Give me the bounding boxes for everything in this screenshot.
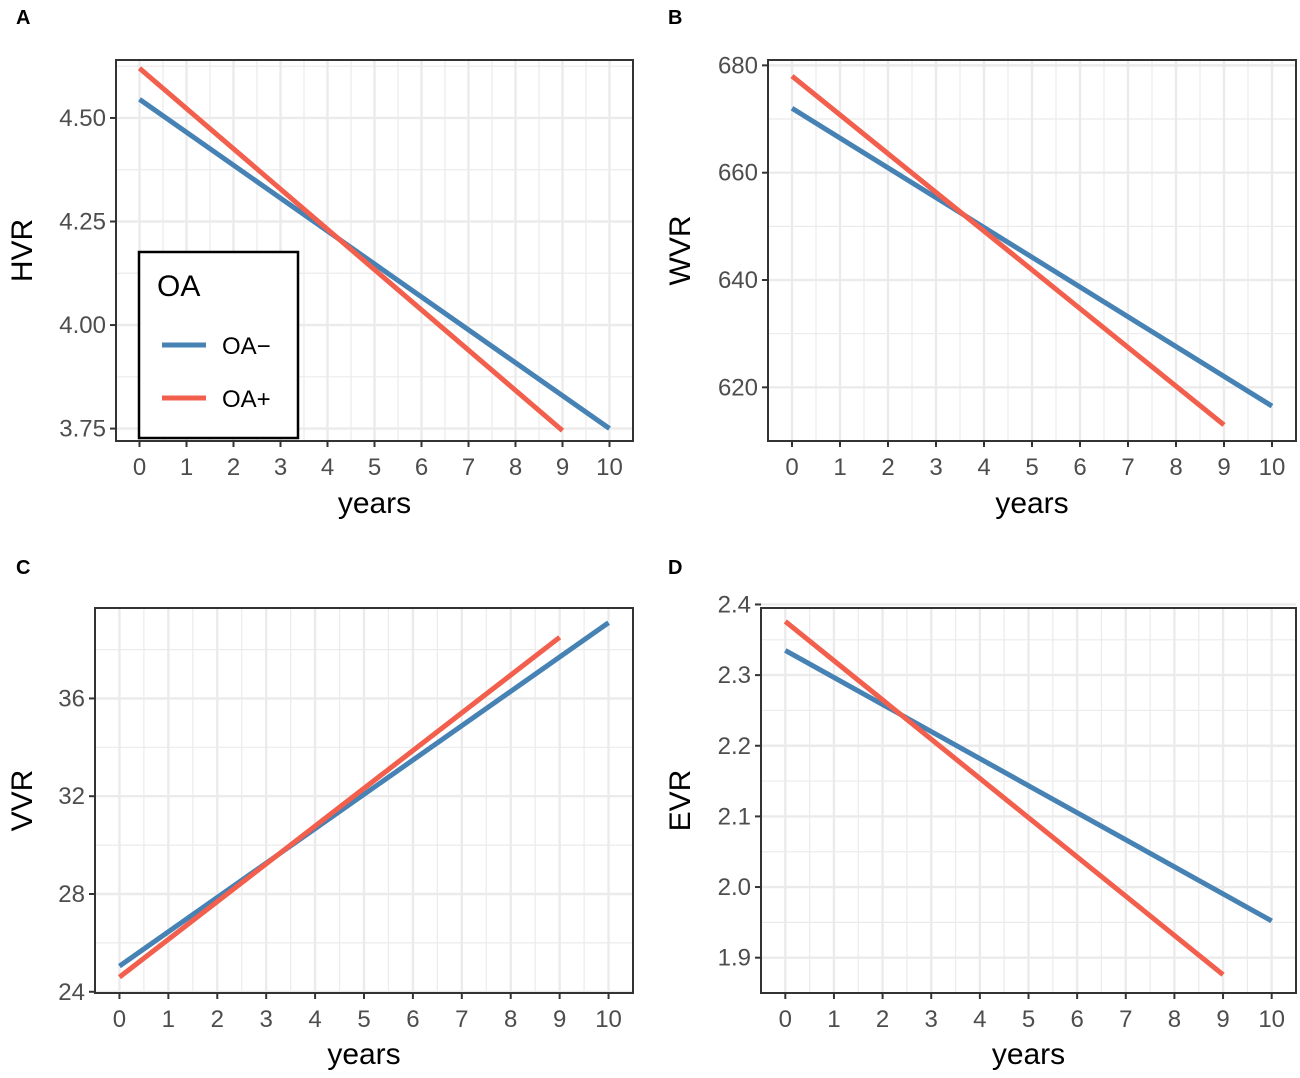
x-tick-label: 6 bbox=[415, 454, 428, 481]
x-tick-label: 9 bbox=[556, 454, 569, 481]
gridlines bbox=[116, 60, 633, 441]
y-tick-label: 1.9 bbox=[718, 945, 751, 972]
x-tick-label: 10 bbox=[595, 1006, 622, 1033]
x-tick-label: 8 bbox=[509, 454, 522, 481]
x-tick-label: 1 bbox=[180, 454, 193, 481]
panel-b: 0 1 2 3 4 5 6 7 8 9 10 620 640 660 680 years WVR B bbox=[664, 7, 1297, 520]
x-tick-label: 2 bbox=[876, 1006, 889, 1033]
y-tick-label: 660 bbox=[718, 160, 758, 187]
y-tick-label: 2.3 bbox=[718, 662, 751, 689]
x-tick-label: 9 bbox=[1216, 1006, 1229, 1033]
gridlines bbox=[761, 603, 1296, 993]
x-axis-title: years bbox=[992, 1038, 1065, 1071]
x-tick-label: 5 bbox=[368, 454, 381, 481]
x-tick-label: 3 bbox=[929, 454, 942, 481]
y-tick-label: 24 bbox=[58, 979, 85, 1006]
x-tick-label: 10 bbox=[1258, 1006, 1285, 1033]
y-tick-label: 4.00 bbox=[59, 312, 106, 339]
y-tick-label: 4.50 bbox=[59, 105, 106, 132]
x-tick-label: 4 bbox=[321, 454, 334, 481]
y-tick-label: 2.1 bbox=[718, 803, 751, 830]
x-axis-title: years bbox=[338, 487, 411, 520]
x-tick-label: 0 bbox=[779, 1006, 792, 1033]
y-tick-label: 2.4 bbox=[718, 591, 751, 618]
panel-d: 0 1 2 3 4 5 6 7 8 9 10 1.9 2.0 2.1 2.2 2.3 2.4 years EVR D bbox=[664, 557, 1297, 1071]
x-tick-label: 6 bbox=[1070, 1006, 1083, 1033]
x-tick-label: 7 bbox=[462, 454, 475, 481]
x-tick-label: 2 bbox=[881, 454, 894, 481]
x-tick-label: 5 bbox=[1025, 454, 1038, 481]
y-tick-label: 640 bbox=[718, 267, 758, 294]
y-axis-title: VVR bbox=[6, 770, 39, 832]
panel-letter: A bbox=[16, 7, 30, 29]
x-tick-label: 7 bbox=[1121, 454, 1134, 481]
y-axis-title: WVR bbox=[664, 216, 697, 286]
x-tick-label: 1 bbox=[827, 1006, 840, 1033]
panel-letter: C bbox=[16, 557, 30, 579]
legend-label-oa-minus: OA− bbox=[222, 333, 271, 360]
panel-letter: B bbox=[668, 7, 682, 29]
x-tick-label: 3 bbox=[925, 1006, 938, 1033]
series-line-oa-plus bbox=[783, 619, 1225, 977]
x-tick-label: 1 bbox=[833, 454, 846, 481]
series-line-oa-minus bbox=[118, 620, 610, 969]
x-tick-label: 5 bbox=[357, 1006, 370, 1033]
x-tick-label: 6 bbox=[406, 1006, 419, 1033]
x-tick-label: 9 bbox=[553, 1006, 566, 1033]
x-tick-label: 3 bbox=[274, 454, 287, 481]
x-tick-label: 8 bbox=[504, 1006, 517, 1033]
x-tick-label: 0 bbox=[785, 454, 798, 481]
y-tick-label: 620 bbox=[718, 374, 758, 401]
y-axis-title: EVR bbox=[664, 770, 697, 832]
series-line-oa-plus bbox=[790, 74, 1226, 427]
legend: OA OA− OA+ bbox=[137, 250, 300, 440]
gridlines bbox=[95, 608, 633, 993]
legend-title: OA bbox=[157, 270, 200, 303]
series-line-oa-plus bbox=[117, 635, 562, 980]
panel-a: 0 1 2 3 4 5 6 7 8 9 103.754.004.254.50yearsHVRAOAO… bbox=[6, 7, 634, 520]
panel-c: 0 1 2 3 4 5 6 7 8 9 10 24 28 32 36 years VVR C bbox=[6, 557, 634, 1071]
y-tick-label: 680 bbox=[718, 52, 758, 79]
x-tick-label: 4 bbox=[973, 1006, 986, 1033]
series-line-oa-minus bbox=[784, 648, 1273, 924]
x-tick-label: 4 bbox=[308, 1006, 321, 1033]
y-tick-label: 36 bbox=[58, 685, 85, 712]
x-tick-label: 3 bbox=[260, 1006, 273, 1033]
x-tick-label: 8 bbox=[1169, 454, 1182, 481]
y-axis-title: HVR bbox=[6, 219, 39, 282]
x-axis-title: years bbox=[327, 1038, 400, 1071]
x-tick-label: 0 bbox=[113, 1006, 126, 1033]
y-tick-label: 3.75 bbox=[59, 416, 106, 443]
x-tick-label: 2 bbox=[211, 1006, 224, 1033]
y-tick-label: 2.2 bbox=[718, 733, 751, 760]
y-tick-label: 28 bbox=[58, 881, 85, 908]
y-tick-label: 32 bbox=[58, 783, 85, 810]
panel-letter: D bbox=[668, 557, 682, 579]
legend-label-oa-plus: OA+ bbox=[222, 386, 271, 413]
x-tick-label: 4 bbox=[977, 454, 990, 481]
x-tick-label: 10 bbox=[596, 454, 623, 481]
x-axis-title: years bbox=[995, 487, 1068, 520]
y-tick-label: 4.25 bbox=[59, 209, 106, 236]
x-tick-label: 9 bbox=[1217, 454, 1230, 481]
y-tick-label: 2.0 bbox=[718, 874, 751, 901]
x-tick-label: 0 bbox=[133, 454, 146, 481]
x-tick-label: 10 bbox=[1259, 454, 1286, 481]
series-line-oa-plus bbox=[137, 66, 565, 433]
x-tick-label: 7 bbox=[1119, 1006, 1132, 1033]
series-line-oa-minus bbox=[138, 97, 611, 431]
x-tick-label: 2 bbox=[227, 454, 240, 481]
x-tick-label: 5 bbox=[1022, 1006, 1035, 1033]
x-tick-label: 8 bbox=[1168, 1006, 1181, 1033]
x-tick-label: 1 bbox=[162, 1006, 175, 1033]
series-line-oa-minus bbox=[790, 106, 1274, 409]
x-tick-label: 7 bbox=[455, 1006, 468, 1033]
x-tick-label: 6 bbox=[1073, 454, 1086, 481]
